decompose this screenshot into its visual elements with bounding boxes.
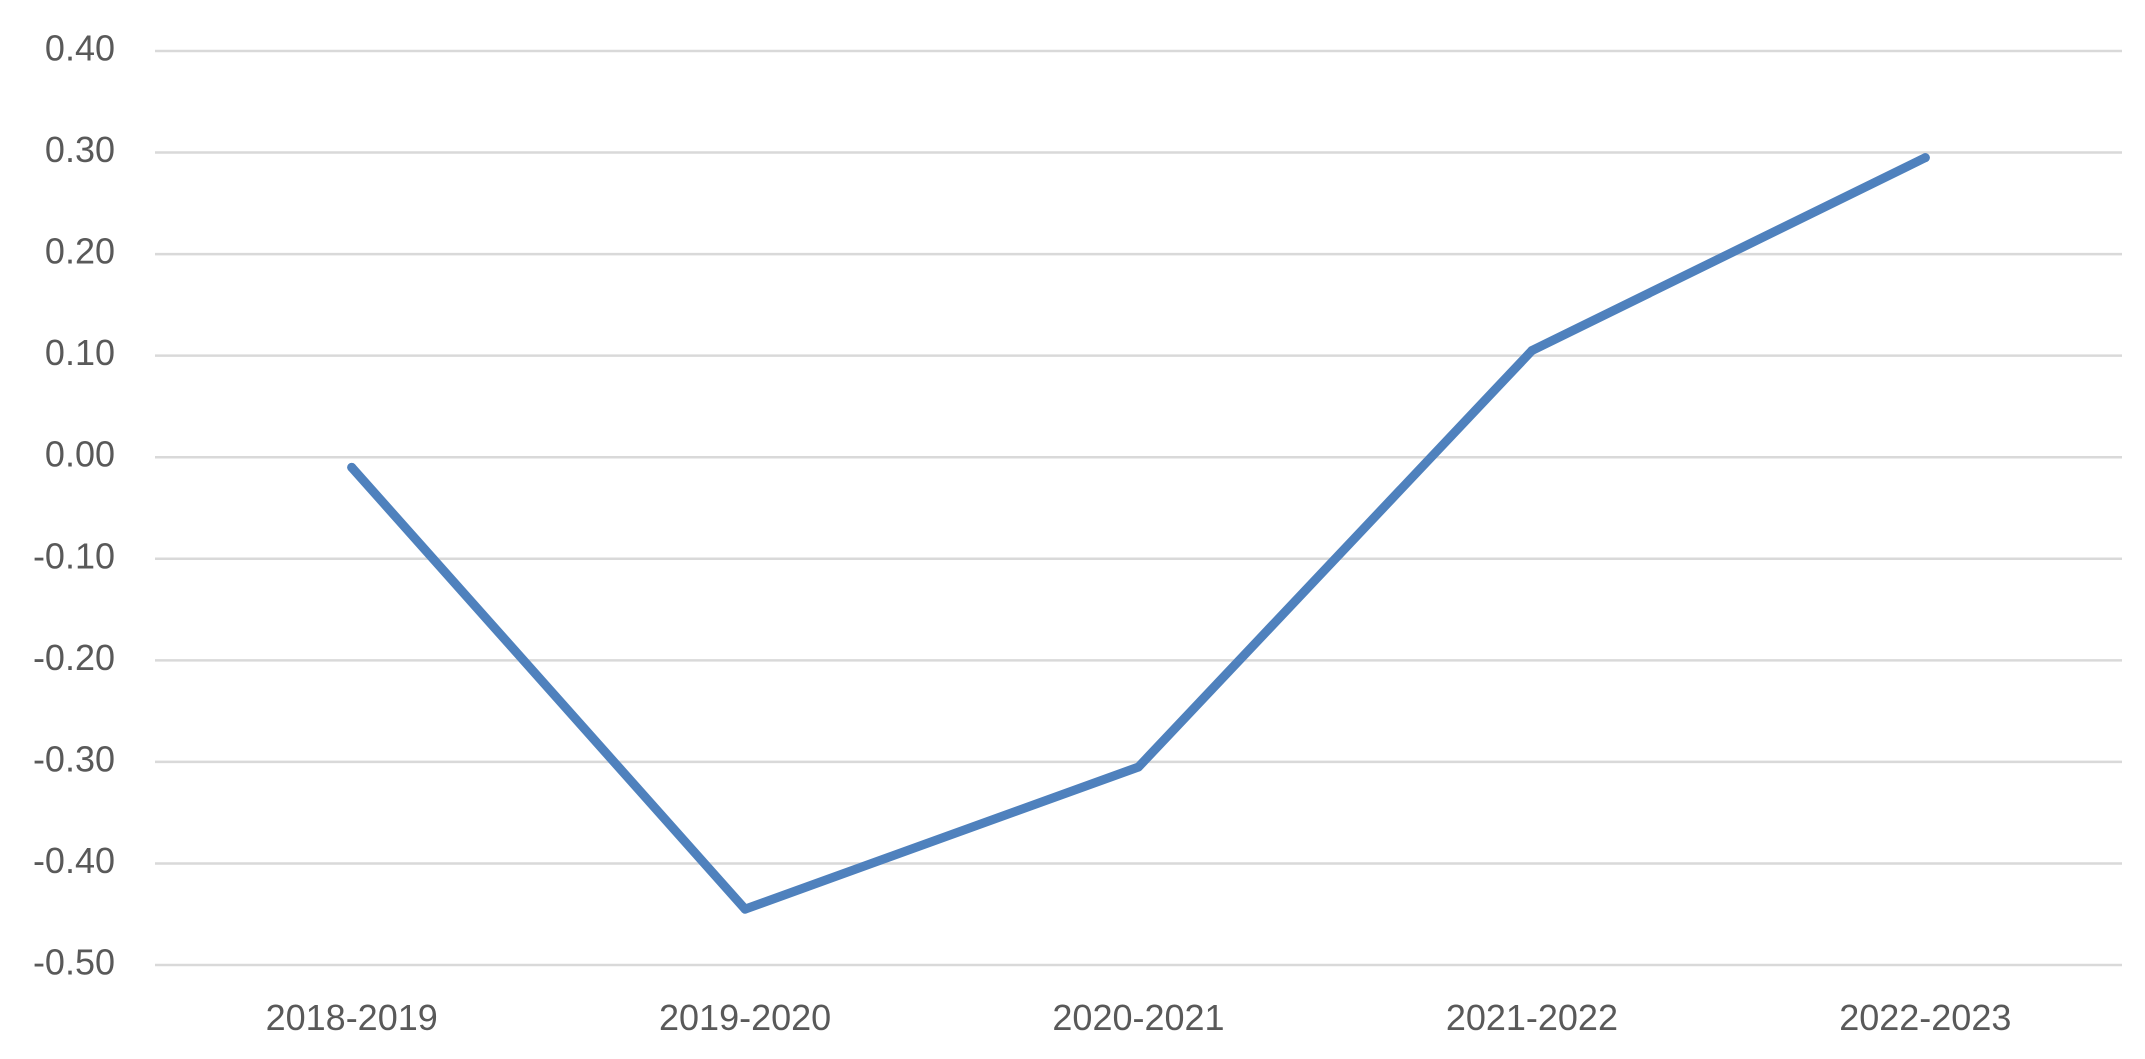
series-layer xyxy=(347,153,1930,914)
y-tick-label: -0.40 xyxy=(33,840,115,881)
x-tick-label: 2020-2021 xyxy=(1052,997,1224,1038)
y-tick-label: -0.20 xyxy=(33,637,115,678)
y-tick-label: 0.30 xyxy=(45,129,115,170)
x-tick-label: 2018-2019 xyxy=(266,997,438,1038)
y-tick-label: -0.30 xyxy=(33,738,115,779)
x-tick-label: 2021-2022 xyxy=(1446,997,1618,1038)
y-axis-tick-labels: 0.40 0.30 0.20 0.10 0.00 -0.10 -0.20 -0.30 -0.40… xyxy=(33,28,115,983)
y-tick-label: 0.40 xyxy=(45,28,115,69)
y-tick-label: 0.00 xyxy=(45,434,115,475)
data-point xyxy=(347,462,357,472)
grid-lines xyxy=(155,49,2122,967)
x-tick-label: 2019-2020 xyxy=(659,997,831,1038)
data-point xyxy=(1920,153,1930,163)
y-tick-label: -0.50 xyxy=(33,942,115,983)
x-axis-tick-labels: 2018-2019 2019-2020 2020-2021 2021-2022 2022… xyxy=(266,997,2012,1038)
data-point xyxy=(1527,346,1537,356)
series-line xyxy=(347,153,1930,914)
y-tick-label: 0.20 xyxy=(45,231,115,272)
data-point xyxy=(1134,762,1143,772)
y-tick-label: 0.10 xyxy=(45,332,115,373)
x-tick-label: 2022-2023 xyxy=(1839,997,2011,1038)
data-point xyxy=(740,904,750,914)
y-tick-label: -0.10 xyxy=(33,535,115,576)
